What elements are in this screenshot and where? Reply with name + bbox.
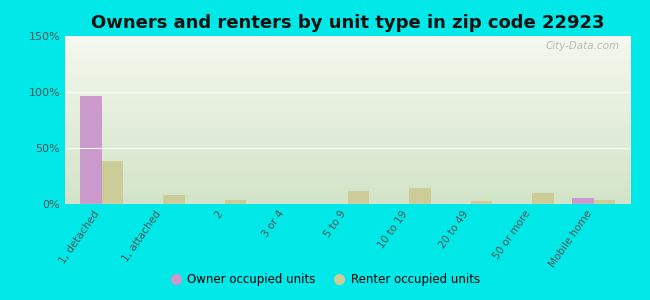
Bar bbox=[410, 188, 431, 204]
Title: Owners and renters by unit type in zip code 22923: Owners and renters by unit type in zip c… bbox=[91, 14, 604, 32]
Bar bbox=[471, 201, 492, 204]
Bar bbox=[572, 198, 593, 204]
Bar bbox=[102, 161, 124, 204]
Bar bbox=[348, 190, 369, 204]
Bar bbox=[163, 195, 185, 204]
Text: City-Data.com: City-Data.com bbox=[545, 41, 619, 51]
Bar bbox=[81, 97, 102, 204]
Legend: Owner occupied units, Renter occupied units: Owner occupied units, Renter occupied un… bbox=[165, 269, 485, 291]
Bar bbox=[532, 193, 554, 204]
Bar bbox=[593, 200, 615, 204]
Bar bbox=[225, 200, 246, 204]
